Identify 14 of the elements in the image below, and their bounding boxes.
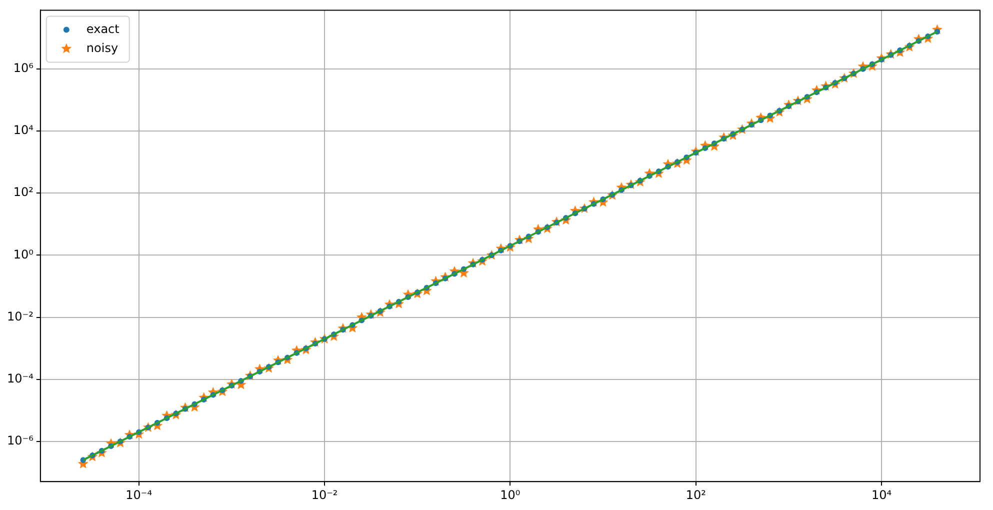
x-tick-label: 10⁻⁴ — [126, 488, 152, 502]
y-tick-label: 10⁻⁶ — [6, 434, 34, 448]
legend-label: noisy — [86, 40, 118, 55]
x-tick-label: 10⁴ — [871, 488, 892, 502]
y-tick-label: 10⁻² — [6, 309, 34, 324]
x-tick-label: 10² — [686, 488, 706, 502]
x-tick-label: 10⁰ — [500, 488, 520, 502]
y-tick-label: 10⁻⁴ — [6, 372, 34, 386]
x-tick-label: 10⁻² — [311, 488, 338, 502]
y-tick-label: 10⁴ — [13, 123, 34, 138]
y-tick-label: 10⁰ — [13, 247, 34, 262]
y-tick-label: 10⁶ — [13, 61, 34, 76]
y-tick-label: 10² — [13, 185, 34, 200]
legend-label: exact — [86, 22, 120, 36]
